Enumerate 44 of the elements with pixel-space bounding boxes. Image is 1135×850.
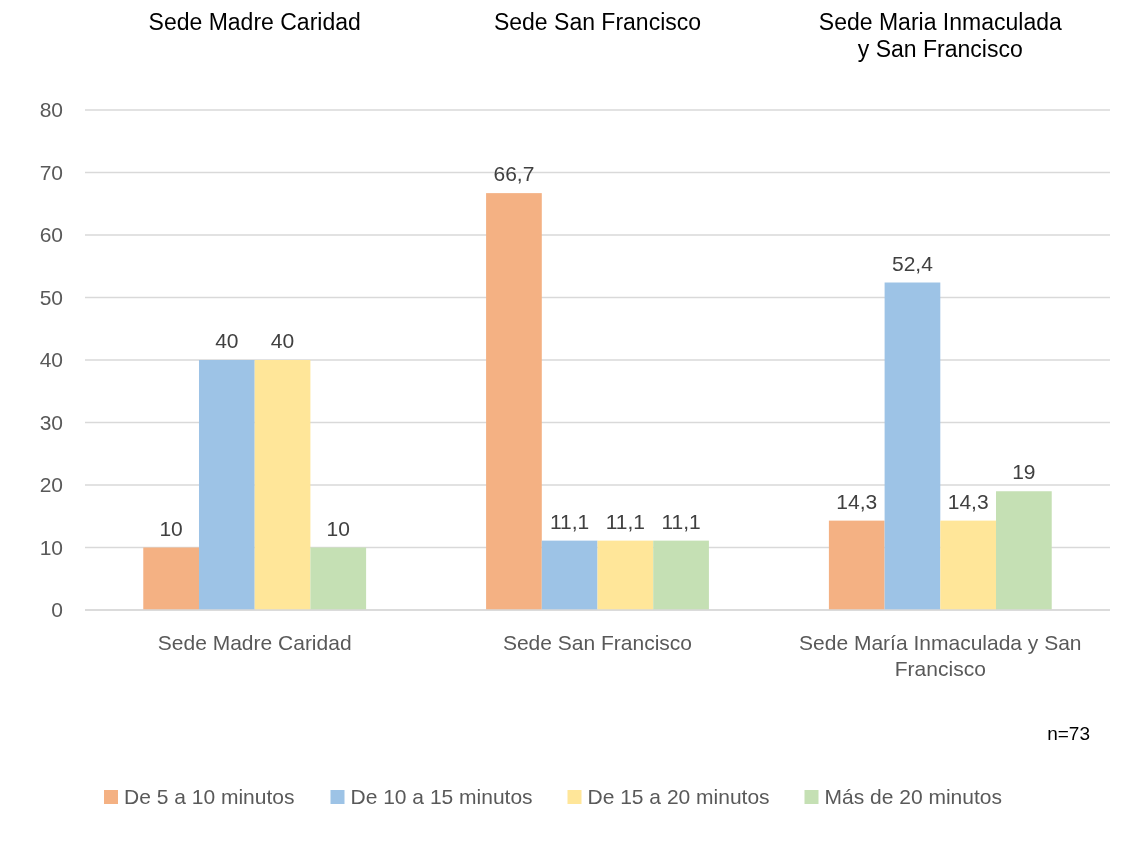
- x-tick-label: Sede San Francisco: [502, 631, 693, 654]
- y-tick-label: 80: [39, 98, 63, 122]
- y-tick-label: 40: [39, 348, 63, 372]
- bar: [828, 520, 885, 610]
- data-label: 52,4: [892, 251, 934, 275]
- text: Sede Madre Caridad: [148, 9, 361, 35]
- data-label: 10: [159, 516, 183, 540]
- legend-label: Más de 20 minutos: [824, 785, 1002, 809]
- y-tick-label: 10: [39, 535, 63, 559]
- data-label: 14,3: [836, 489, 878, 513]
- y-tick-label: 50: [39, 285, 63, 309]
- bar: [597, 540, 654, 610]
- bar: [198, 360, 255, 610]
- legend-label: De 10 a 15 minutos: [350, 785, 533, 809]
- data-label: 11,1: [605, 509, 646, 533]
- data-label: 66,7: [493, 162, 535, 186]
- legend-label: De 15 a 20 minutos: [587, 785, 770, 809]
- bar: [541, 540, 598, 610]
- text: Sede Maria Inmaculada y San Francisco: [818, 9, 1062, 62]
- data-label: 19: [1012, 460, 1036, 484]
- bar: [486, 193, 542, 610]
- bar: [940, 520, 997, 610]
- y-tick-label: 30: [39, 410, 63, 434]
- data-label: 40: [270, 329, 295, 352]
- data-label: 14,3: [947, 489, 989, 513]
- legend-label: De 5 a 10 minutos: [124, 785, 295, 809]
- bar: [884, 282, 941, 610]
- data-label: 11,1: [661, 509, 701, 533]
- y-tick-label: 0: [51, 598, 63, 622]
- bar: [653, 540, 709, 610]
- data-label: 11,1: [549, 509, 590, 533]
- bar: [996, 491, 1052, 610]
- y-tick-label: 60: [39, 223, 63, 247]
- bar: [143, 547, 199, 610]
- text: Sede San Francisco: [493, 9, 702, 35]
- y-tick-label: 20: [39, 473, 63, 497]
- x-tick-label: Sede Madre Caridad: [157, 631, 352, 654]
- data-label: 40: [215, 329, 239, 352]
- bar: [254, 360, 311, 610]
- x-tick-label: Sede María Inmaculada y San Francisco: [799, 631, 1082, 680]
- text: n=73: [1047, 723, 1090, 744]
- y-tick-label: 70: [39, 160, 63, 184]
- bar: [310, 547, 367, 610]
- data-label: 10: [326, 516, 350, 540]
